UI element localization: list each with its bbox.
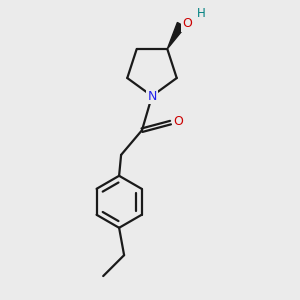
Polygon shape [167, 22, 185, 49]
Text: O: O [174, 115, 183, 128]
Text: N: N [147, 89, 157, 103]
Text: H: H [197, 7, 206, 20]
Text: O: O [182, 17, 192, 30]
